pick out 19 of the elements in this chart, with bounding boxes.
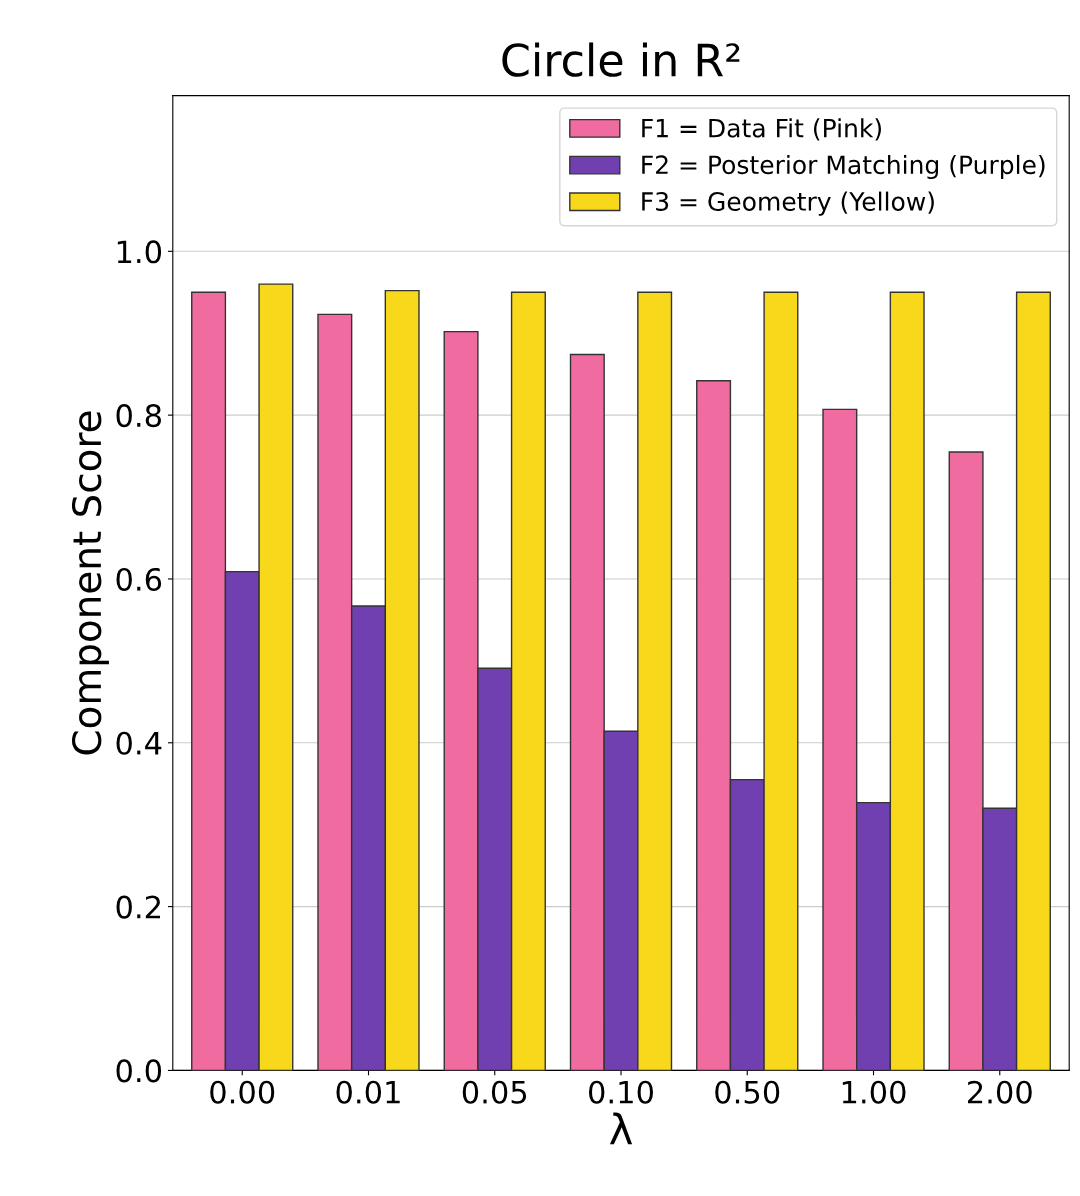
x-tick-label: 0.50 [715, 1080, 780, 1104]
x-tick-label: 2.00 [967, 1080, 1032, 1104]
chart-title: Circle in R² [502, 42, 740, 77]
y-tick-label: 1.0 [117, 240, 162, 264]
x-tick-label: 0.05 [462, 1080, 527, 1104]
x-tick-label: 0.01 [336, 1080, 400, 1104]
y-tick-label: 0.0 [116, 1059, 162, 1083]
x-tick-label: 1.00 [842, 1080, 906, 1104]
y-tick-label: 0.2 [116, 895, 161, 919]
y-tick-label: 0.4 [116, 731, 162, 755]
y-axis-title: Component Score [71, 411, 109, 755]
x-axis-title: λ [609, 1112, 633, 1145]
legend-label: F3 = Geometry (Yellow) [642, 191, 934, 216]
legend-label: F2 = Posterior Matching (Purple) [642, 154, 1045, 180]
legend-label: F1 = Data Fit (Pink) [642, 118, 881, 141]
x-tick-label: 0.00 [210, 1080, 275, 1104]
x-tick-label: 0.10 [589, 1080, 653, 1104]
y-tick-label: 0.6 [116, 567, 162, 591]
y-tick-label: 0.8 [116, 404, 161, 428]
